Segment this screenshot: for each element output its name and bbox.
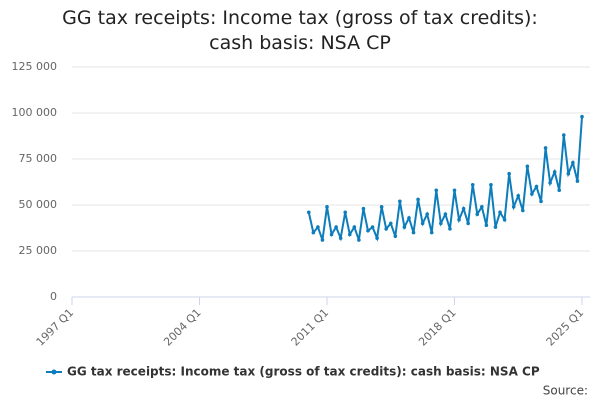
data-point [402, 225, 407, 229]
data-point [443, 212, 448, 216]
data-point [352, 225, 357, 229]
y-tick-label: 25 000 [19, 244, 58, 257]
data-point [420, 221, 425, 226]
data-point [466, 221, 470, 226]
x-tick-label: 2004 Q1 [161, 306, 204, 349]
chart-title: GG tax receipts: Income tax (gross of ta… [62, 7, 538, 54]
data-point [407, 216, 411, 220]
data-point [457, 217, 461, 222]
data-point [493, 225, 498, 229]
x-tick-label: 2025 Q1 [544, 306, 587, 349]
data-point [320, 238, 325, 242]
data-point [521, 208, 525, 213]
data-point [480, 205, 484, 209]
data-point [366, 228, 370, 233]
data-point [357, 238, 361, 242]
data-point [347, 232, 352, 237]
data-point [411, 230, 416, 235]
data-point [534, 184, 539, 189]
data-point [439, 221, 443, 226]
data-point [379, 205, 384, 209]
data-point [329, 232, 334, 237]
data-point [561, 133, 566, 137]
data-point [338, 236, 343, 240]
data-point [539, 199, 543, 204]
data-point [580, 114, 584, 119]
data-point [452, 188, 457, 193]
data-point [306, 210, 311, 215]
data-point [361, 206, 366, 211]
x-tick-label: 2018 Q1 [416, 306, 459, 349]
data-point [502, 217, 507, 222]
source: Source: [543, 384, 588, 398]
y-tick-label: 50 000 [19, 198, 58, 211]
y-tick-label: 0 [50, 290, 57, 303]
data-point [571, 160, 575, 165]
data-point [507, 171, 511, 176]
data-point [434, 188, 439, 193]
data-point [416, 197, 420, 202]
legend-marker [51, 369, 57, 375]
data-point [575, 179, 580, 183]
data-point [498, 210, 502, 215]
data-point [316, 225, 320, 229]
data-point [484, 223, 489, 228]
data-point [448, 227, 452, 231]
data-point [461, 206, 466, 211]
y-tick-label: 100 000 [12, 106, 58, 119]
data-point [525, 164, 530, 169]
data-point [470, 182, 475, 187]
data-point [384, 227, 388, 231]
data-point [311, 230, 316, 235]
data-point [370, 225, 375, 229]
data-point [398, 199, 402, 204]
y-tick-label: 75 000 [19, 152, 58, 165]
series-line [307, 116, 583, 242]
data-point [530, 192, 534, 196]
data-point [334, 225, 338, 229]
data-point [489, 182, 493, 187]
x-tick-label: 1997 Q1 [34, 306, 77, 349]
data-point [425, 212, 429, 216]
data-point [475, 212, 480, 216]
data-point [557, 188, 562, 193]
data-point [552, 170, 557, 174]
y-tick-label: 125 000 [12, 60, 58, 73]
data-point [375, 236, 379, 240]
data-point [343, 210, 348, 215]
data-point [543, 146, 548, 150]
data-point [393, 234, 398, 239]
data-point [511, 205, 516, 209]
data-point [325, 205, 329, 209]
legend-label: GG tax receipts: Income tax (gross of ta… [67, 365, 540, 379]
x-tick-label: 2011 Q1 [289, 306, 332, 349]
data-point [516, 194, 521, 198]
data-point [429, 230, 434, 235]
data-point [566, 171, 571, 176]
data-point [388, 221, 393, 226]
data-point [548, 181, 552, 185]
